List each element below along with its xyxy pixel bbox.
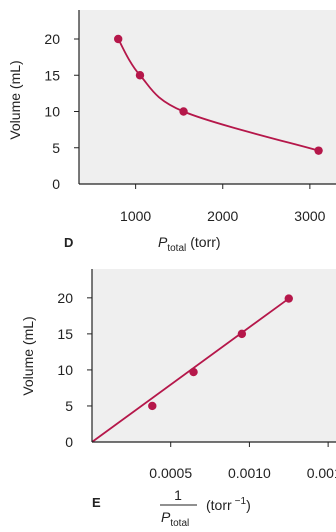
x-label-numerator: 1 <box>174 487 182 503</box>
y-tick-label: 0 <box>52 176 60 192</box>
y-tick-label: 15 <box>44 67 60 83</box>
x-label-subscript: total <box>167 243 186 254</box>
x-label-subscript: total <box>170 518 189 529</box>
panel-e-ticks: 0 5 10 15 20 0.0005 0.0010 0.0015 <box>57 290 336 481</box>
panel-d-ticks: 0 5 10 15 20 1000 2000 3000 <box>44 31 325 224</box>
x-label-denominator: Ptotal <box>161 509 189 529</box>
data-point <box>148 401 157 411</box>
panel-e-letter: E <box>92 495 101 510</box>
y-tick-label: 10 <box>44 104 60 120</box>
panel-e-y-axis-label: Volume (mL) <box>20 316 36 395</box>
x-tick-label: 1000 <box>120 208 151 224</box>
series-line <box>117 38 319 152</box>
panel-e-marks <box>91 294 293 443</box>
y-tick-label: 0 <box>65 434 73 450</box>
x-label-unit-text: (torr <box>206 497 232 513</box>
y-tick-label: 5 <box>65 398 73 414</box>
x-label-unit: (torr −1) <box>206 496 251 513</box>
panel-e-chart: 0 5 10 15 20 0.0005 0.0010 0.0015 Volume (mL) E… <box>20 269 336 529</box>
panel-d-y-axis-label: Volume (mL) <box>7 60 23 139</box>
x-label-unit-close: ) <box>246 497 251 513</box>
x-label-symbol: P <box>161 509 171 525</box>
data-point <box>135 71 145 80</box>
data-point <box>114 34 123 44</box>
panel-d-marks <box>114 34 323 155</box>
x-label-unit-superscript: −1 <box>235 496 247 507</box>
y-tick-label: 5 <box>52 140 60 156</box>
x-tick-label: 0.0015 <box>307 465 336 481</box>
panel-d-letter: D <box>64 235 73 250</box>
panel-d-chart: 0 5 10 15 20 1000 2000 3000 Volume (mL) D Ptota… <box>7 10 336 254</box>
y-tick-label: 20 <box>57 290 73 306</box>
data-point <box>189 367 198 377</box>
y-tick-label: 20 <box>44 31 60 47</box>
panel-e-x-axis-label: 1 Ptotal (torr −1) <box>160 487 251 529</box>
x-label-symbol: P <box>158 234 168 250</box>
x-tick-label: 0.0005 <box>149 465 192 481</box>
x-tick-label: 0.0010 <box>228 465 271 481</box>
data-point <box>284 294 293 303</box>
x-tick-label: 3000 <box>294 208 325 224</box>
data-point <box>179 107 188 116</box>
y-tick-label: 15 <box>57 326 73 342</box>
data-point <box>314 146 323 155</box>
data-point <box>237 329 247 339</box>
x-label-unit: (torr) <box>190 234 220 250</box>
y-tick-label: 10 <box>57 362 73 378</box>
x-tick-label: 2000 <box>207 208 238 224</box>
panel-d-x-axis-label: Ptotal (torr) <box>158 234 221 254</box>
